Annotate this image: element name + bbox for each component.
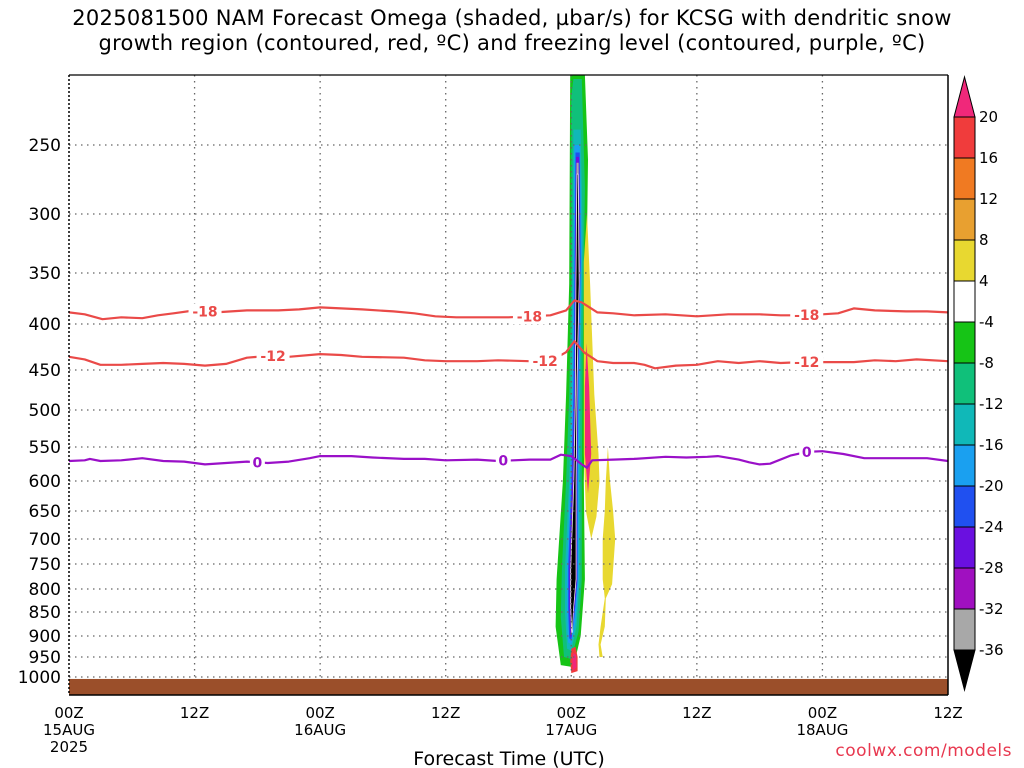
y-tick-label: 850: [29, 603, 61, 623]
contour-label: 0: [802, 445, 812, 461]
colorbar-top-arrow: [953, 75, 976, 118]
colorbar-cell: [953, 280, 976, 323]
contour-label: -18: [192, 304, 217, 320]
y-tick-label: 900: [29, 627, 61, 647]
omega-region-7: [570, 173, 580, 633]
colorbar-cell: [953, 403, 976, 446]
contour-label-bg: [790, 307, 824, 324]
x-tick-label: 12Z: [682, 704, 711, 722]
y-tick-label: 300: [29, 205, 61, 225]
colorbar-cell: [953, 444, 976, 487]
y-tick-label: 250: [29, 136, 61, 156]
colorbar-label: -32: [979, 600, 1004, 618]
watermark: coolwx.com/models: [835, 741, 1012, 761]
y-tick-label: 600: [29, 472, 61, 492]
contour-label: -18: [794, 308, 819, 324]
contour-label: -12: [260, 349, 285, 365]
y-tick-label: 800: [29, 580, 61, 600]
colorbar-label: 16: [979, 149, 998, 167]
colorbar-cell: [953, 526, 976, 569]
x-tick-label: 2025: [50, 738, 88, 756]
colorbar-label: 12: [979, 190, 998, 208]
colorbar-cell: [953, 198, 976, 241]
contour-label-bg: [249, 454, 265, 471]
y-tick-label: 500: [29, 401, 61, 421]
colorbar-label: -16: [979, 436, 1004, 454]
x-tick-label: 15AUG: [43, 721, 95, 739]
y-tick-label: 650: [29, 502, 61, 522]
colorbar-cell: [953, 239, 976, 282]
colorbar-label: -28: [979, 559, 1004, 577]
contour-0: [68, 450, 949, 469]
omega-region-12: [584, 343, 592, 494]
y-tick-label: 450: [29, 361, 61, 381]
x-tick-label: 12Z: [933, 704, 962, 722]
colorbar-cell: [953, 321, 976, 364]
y-tick-label: 750: [29, 555, 61, 575]
chart-title: 2025081500 NAM Forecast Omega (shaded, µ…: [0, 6, 1024, 56]
contour-label-bg: [528, 353, 562, 370]
contour-label-bg: [188, 303, 222, 320]
ground-layer: [69, 678, 948, 695]
grid-lines: [69, 75, 948, 695]
contour-label-bg: [256, 348, 290, 365]
contour-label-bg: [512, 308, 546, 325]
x-tick-label: 16AUG: [294, 721, 346, 739]
contour-label: 0: [252, 455, 262, 471]
x-tick-label: 17AUG: [545, 721, 597, 739]
y-tick-label: 700: [29, 530, 61, 550]
x-tick-label: 18AUG: [796, 721, 848, 739]
x-tick-label: 00Z: [54, 704, 83, 722]
x-tick-label: 00Z: [808, 704, 837, 722]
title-line-1: 2025081500 NAM Forecast Omega (shaded, µ…: [72, 6, 952, 30]
contour-label: -18: [517, 309, 542, 325]
colorbar-label: -20: [979, 477, 1004, 495]
contour-label-bg: [790, 354, 824, 371]
colorbar-cell: [953, 116, 976, 159]
y-tick-label: 1000: [18, 668, 61, 688]
colorbar-label: -12: [979, 395, 1004, 413]
x-tick-label: 12Z: [180, 704, 209, 722]
colorbar-cell: [953, 362, 976, 405]
colorbar-cell: [953, 485, 976, 528]
colorbar-label: -36: [979, 641, 1004, 659]
y-tick-label: 400: [29, 315, 61, 335]
colorbar-cell: [953, 608, 976, 651]
x-axis-label: Forecast Time (UTC): [413, 748, 604, 768]
y-tick-label: 950: [29, 648, 61, 668]
colorbar-label: 4: [979, 272, 989, 290]
plot-frame: [68, 74, 949, 696]
colorbar-label: -24: [979, 518, 1004, 536]
x-tick-label: 00Z: [557, 704, 586, 722]
y-tick-label: 350: [29, 264, 61, 284]
omega-region-9: [598, 447, 616, 657]
contour-label: -12: [794, 355, 819, 371]
colorbar-label: -8: [979, 354, 994, 372]
colorbar-bottom-arrow: [953, 649, 976, 692]
colorbar-label: -4: [979, 313, 994, 331]
colorbar-label: 20: [979, 108, 998, 126]
ground-fill: [69, 678, 948, 695]
title-line-2: growth region (contoured, red, ºC) and f…: [98, 31, 926, 55]
x-tick-label: 12Z: [431, 704, 460, 722]
colorbar-cell: [953, 157, 976, 200]
colorbar-cell: [953, 567, 976, 610]
y-tick-label: 550: [29, 438, 61, 458]
contour-label: 0: [498, 454, 508, 470]
colorbar: 20 16 12 8 4 -4 -8 -12 -16 -20 -24 -28 -32 -36: [953, 75, 1004, 692]
colorbar-label: 8: [979, 231, 989, 249]
contour-label-bg: [799, 443, 815, 460]
contour-label-bg: [495, 452, 511, 469]
contour-lines: -18 -18 -18 -12 -12 -12 0 0 0: [68, 299, 949, 471]
y-axis: 250 300 350 400 450 500 550 600 650 700 750 800 850 9…: [18, 136, 61, 688]
omega-shading: [555, 75, 616, 674]
x-tick-label: 00Z: [305, 704, 334, 722]
contour-label: -12: [532, 354, 557, 370]
